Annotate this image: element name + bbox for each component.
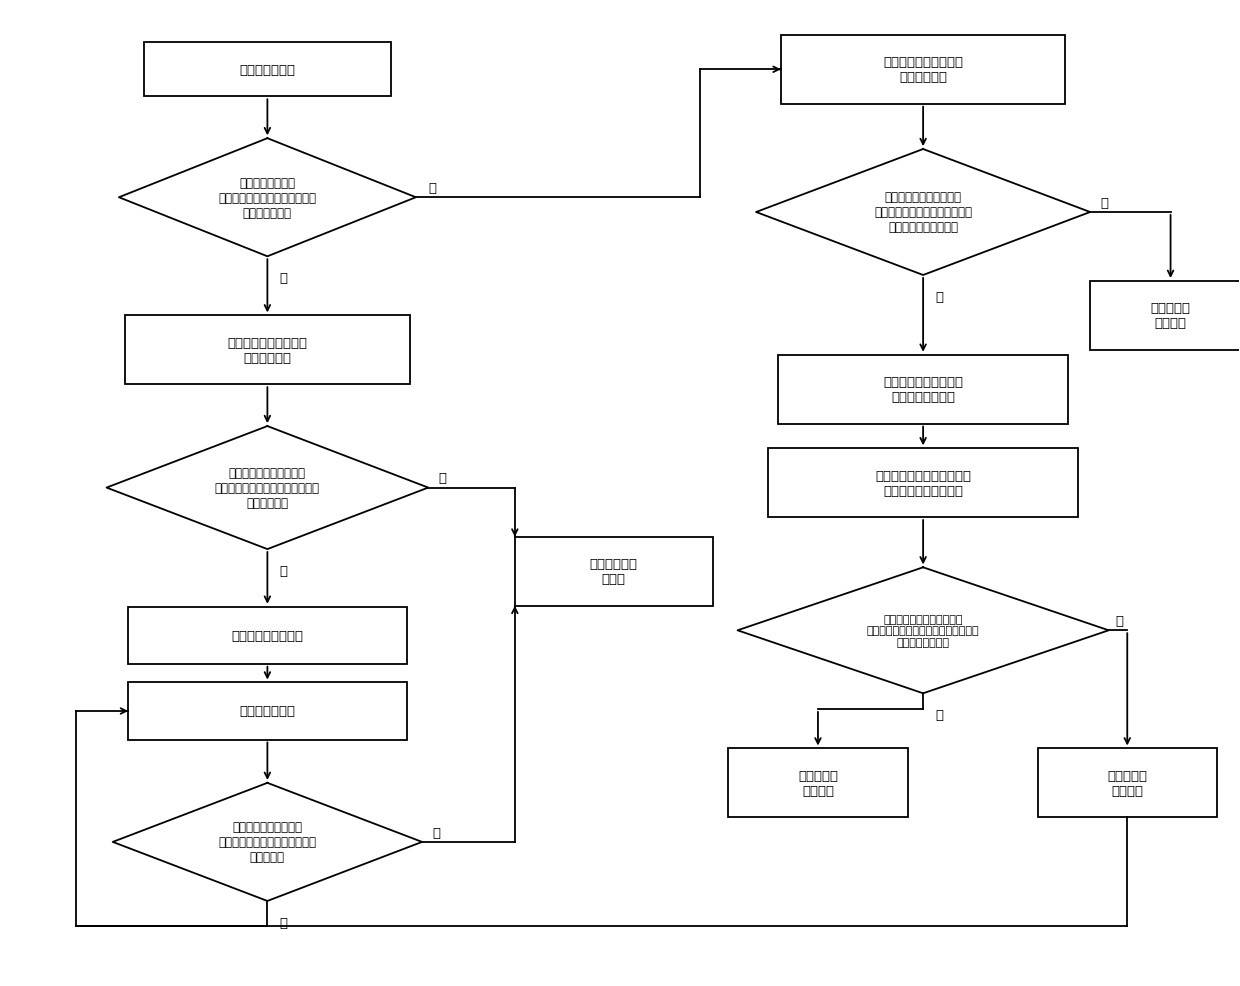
Text: 反向删减后的每条路径的每
个服务质量参数是否小于或者等于服务
质量参数的约束值: 反向删减后的每条路径的每 个服务质量参数是否小于或者等于服务 质量参数的约束值	[867, 614, 980, 647]
FancyBboxPatch shape	[144, 43, 391, 98]
Text: 查找成功，
路由结束: 查找成功， 路由结束	[799, 769, 838, 797]
Text: 第一条路径的每个服务质
量参数是否小于或者等于服务质量
参数的约束值: 第一条路径的每个服务质 量参数是否小于或者等于服务质量 参数的约束值	[215, 466, 320, 510]
FancyBboxPatch shape	[125, 317, 409, 385]
Polygon shape	[113, 783, 422, 901]
Text: 是: 是	[935, 291, 944, 304]
Polygon shape	[107, 427, 428, 549]
Text: 第二次更新
确定网络: 第二次更新 确定网络	[1107, 769, 1147, 797]
Polygon shape	[119, 139, 415, 257]
Text: 计算每条路径中的每个
服务质量参数: 计算每条路径中的每个 服务质量参数	[227, 336, 308, 365]
Text: 否: 否	[432, 825, 440, 839]
Text: 计算每条路径中的每个
服务质量参数: 计算每条路径中的每个 服务质量参数	[883, 56, 963, 84]
Text: 是: 是	[280, 916, 288, 929]
Text: 第二条路径的每个服务质
量参数是否小于或者等于两倍的
服务质量参数的约束值: 第二条路径的每个服务质 量参数是否小于或者等于两倍的 服务质量参数的约束值	[874, 191, 972, 235]
Text: 是: 是	[935, 709, 944, 722]
Text: 第一次更新确定网络: 第一次更新确定网络	[232, 629, 304, 642]
Text: 计算反向删减后的每条路径
中的每个服务质量参数: 计算反向删减后的每条路径 中的每个服务质量参数	[875, 469, 971, 497]
FancyBboxPatch shape	[769, 449, 1078, 518]
Text: 对第一条路径和第二条
路径进行反向删减: 对第一条路径和第二条 路径进行反向删减	[883, 376, 963, 403]
Polygon shape	[738, 568, 1109, 693]
Text: 否: 否	[428, 181, 436, 194]
Text: 源节点的反向线性标记
值是否小于或者等于服务质量参
数的总数量: 源节点的反向线性标记 值是否小于或者等于服务质量参 数的总数量	[218, 820, 316, 864]
Text: 查找失败，
路由结束: 查找失败， 路由结束	[1151, 302, 1190, 330]
Text: 否: 否	[438, 471, 446, 485]
FancyBboxPatch shape	[728, 748, 908, 817]
FancyBboxPatch shape	[1038, 748, 1216, 817]
Text: 查找失败，路
由结束: 查找失败，路 由结束	[590, 558, 637, 586]
Text: 否: 否	[1115, 614, 1123, 627]
Text: 是: 是	[280, 272, 288, 285]
Text: 计算第二条路径: 计算第二条路径	[239, 705, 295, 718]
Text: 源节点的反向线性
标记值是否小于或者等于服务质
量参数的总数量: 源节点的反向线性 标记值是否小于或者等于服务质 量参数的总数量	[218, 176, 316, 220]
FancyBboxPatch shape	[128, 607, 407, 665]
FancyBboxPatch shape	[128, 682, 407, 740]
Text: 是: 是	[280, 565, 288, 578]
FancyBboxPatch shape	[515, 537, 713, 606]
FancyBboxPatch shape	[1090, 282, 1240, 350]
FancyBboxPatch shape	[777, 355, 1069, 424]
Polygon shape	[756, 150, 1090, 276]
Text: 否: 否	[1100, 196, 1109, 209]
Text: 计算第一条路径: 计算第一条路径	[239, 64, 295, 77]
FancyBboxPatch shape	[781, 35, 1065, 105]
